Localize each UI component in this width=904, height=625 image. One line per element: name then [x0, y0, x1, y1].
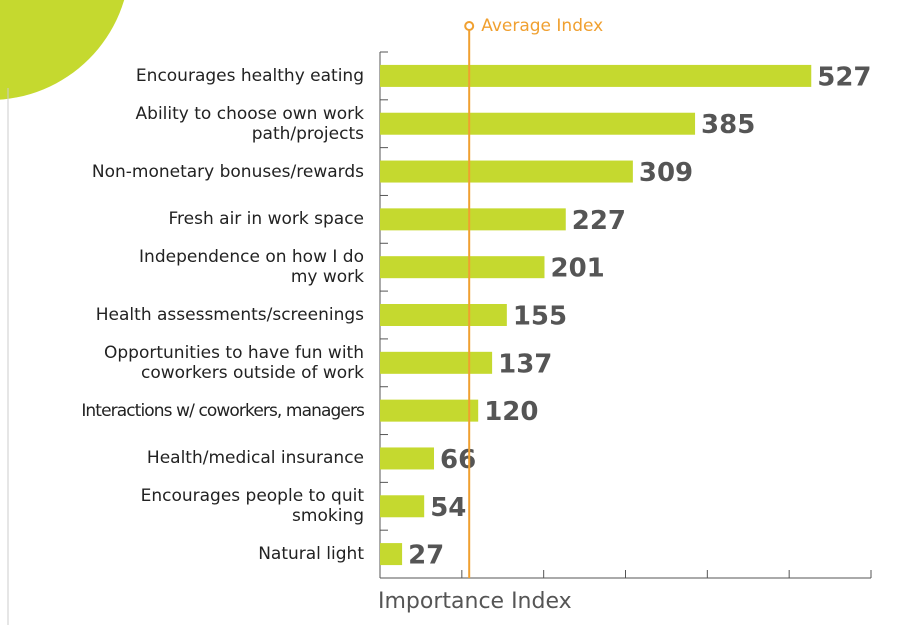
category-label: Encourages healthy eating: [135, 65, 364, 86]
value-label: 120: [484, 397, 538, 427]
bar: [380, 399, 479, 422]
reference-marker: [464, 21, 475, 31]
bar: [380, 160, 633, 183]
bar: [380, 208, 566, 231]
category-label: Ability to choose own work path/projects: [135, 103, 364, 144]
category-label: Interactions w/ coworkers, managers: [81, 400, 365, 421]
category-label: Health/medical insurance: [146, 448, 364, 469]
x-axis-title: Importance Index: [378, 589, 572, 614]
value-label: 385: [701, 110, 755, 140]
category-label: Fresh air in work space: [168, 209, 365, 230]
category-label: Opportunities to have fun with coworkers…: [104, 342, 364, 383]
category-label: Natural light: [258, 544, 364, 565]
value-label: 27: [408, 541, 444, 571]
decoration-circle: [0, 0, 125, 100]
bar: [380, 64, 812, 87]
value-label: 309: [639, 158, 693, 188]
value-label: 155: [513, 302, 567, 332]
bar: [380, 543, 403, 566]
value-label: 201: [550, 254, 604, 284]
value-label: 227: [572, 206, 626, 236]
category-label: Non-monetary bonuses/rewards: [91, 161, 364, 182]
bar: [380, 351, 493, 374]
value-label: 137: [498, 349, 552, 379]
bar: [380, 495, 425, 518]
bar: [380, 447, 435, 470]
value-label: 54: [430, 493, 466, 523]
category-label: Encourages people to quit smoking: [140, 486, 364, 527]
value-label: 527: [817, 62, 871, 92]
bar: [380, 304, 507, 326]
bar: [380, 256, 545, 279]
category-label: Independence on how I do my work: [139, 247, 364, 288]
category-label: Health assessments/screenings: [95, 305, 364, 325]
bar: [380, 112, 696, 135]
value-label: 66: [440, 445, 476, 475]
reference-label: Average Index: [481, 16, 603, 36]
